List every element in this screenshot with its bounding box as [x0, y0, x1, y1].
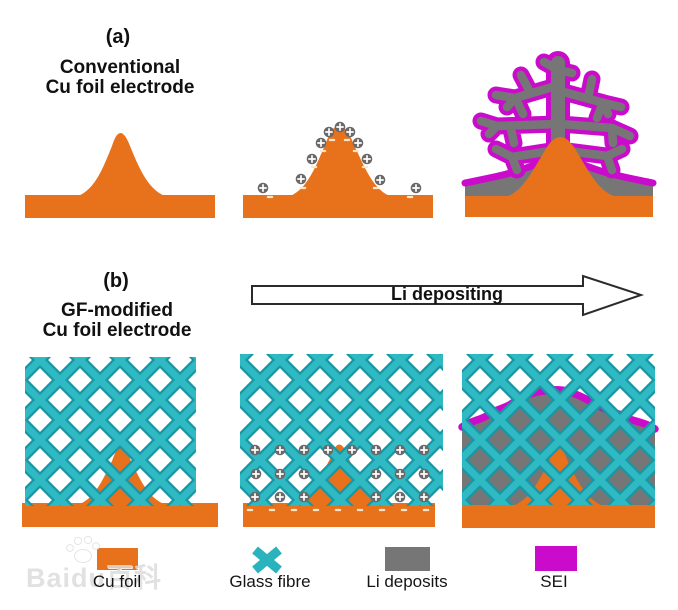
section-b-title: GF-modified Cu foil electrode	[43, 301, 192, 341]
glass-fibre-mesh	[25, 357, 196, 506]
stage-b1-gf-mesh-pristine	[22, 357, 218, 527]
section-a-title-line1: Conventional	[59, 57, 181, 78]
sei-swatch	[535, 546, 577, 571]
baidu-paw-icon	[66, 535, 100, 563]
section-a-label: (a)	[105, 26, 131, 48]
stage-a3-dendrite-growth	[461, 51, 657, 217]
legend-label-cu-foil: Cu foil	[92, 572, 142, 591]
glass-fibre-mesh	[240, 354, 443, 506]
glass-fibre-swatch	[251, 546, 283, 574]
electron-dashes	[246, 508, 430, 512]
legend-label-li-deposits: Li deposits	[366, 572, 448, 591]
stage-a2-ion-concentration	[243, 120, 433, 218]
glass-fibre-x-icon	[252, 546, 282, 574]
legend-label-sei: SEI	[540, 572, 568, 591]
baidu-watermark: Baidu百科	[26, 563, 163, 593]
stage-b3-uniform-deposition	[458, 354, 659, 528]
section-b-title-line1: GF-modified	[61, 300, 173, 321]
section-b-title-line2: Cu foil electrode	[42, 320, 192, 341]
li-deposits-swatch	[385, 547, 430, 571]
stage-a1-pristine-cu-bump	[25, 133, 215, 218]
section-b-label: (b)	[103, 270, 129, 292]
li-depositing-arrow-label: Li depositing	[391, 284, 503, 304]
legend-label-glass-fibre: Glass fibre	[229, 572, 311, 591]
section-a-title: Conventional Cu foil electrode	[46, 58, 195, 98]
cu-foil-swatch	[97, 548, 138, 570]
glass-fibre-mesh	[462, 354, 655, 505]
stage-b2-uniform-ion-flux	[240, 354, 443, 527]
section-a-title-line2: Cu foil electrode	[45, 77, 195, 98]
li-depositing-arrow	[251, 274, 645, 317]
